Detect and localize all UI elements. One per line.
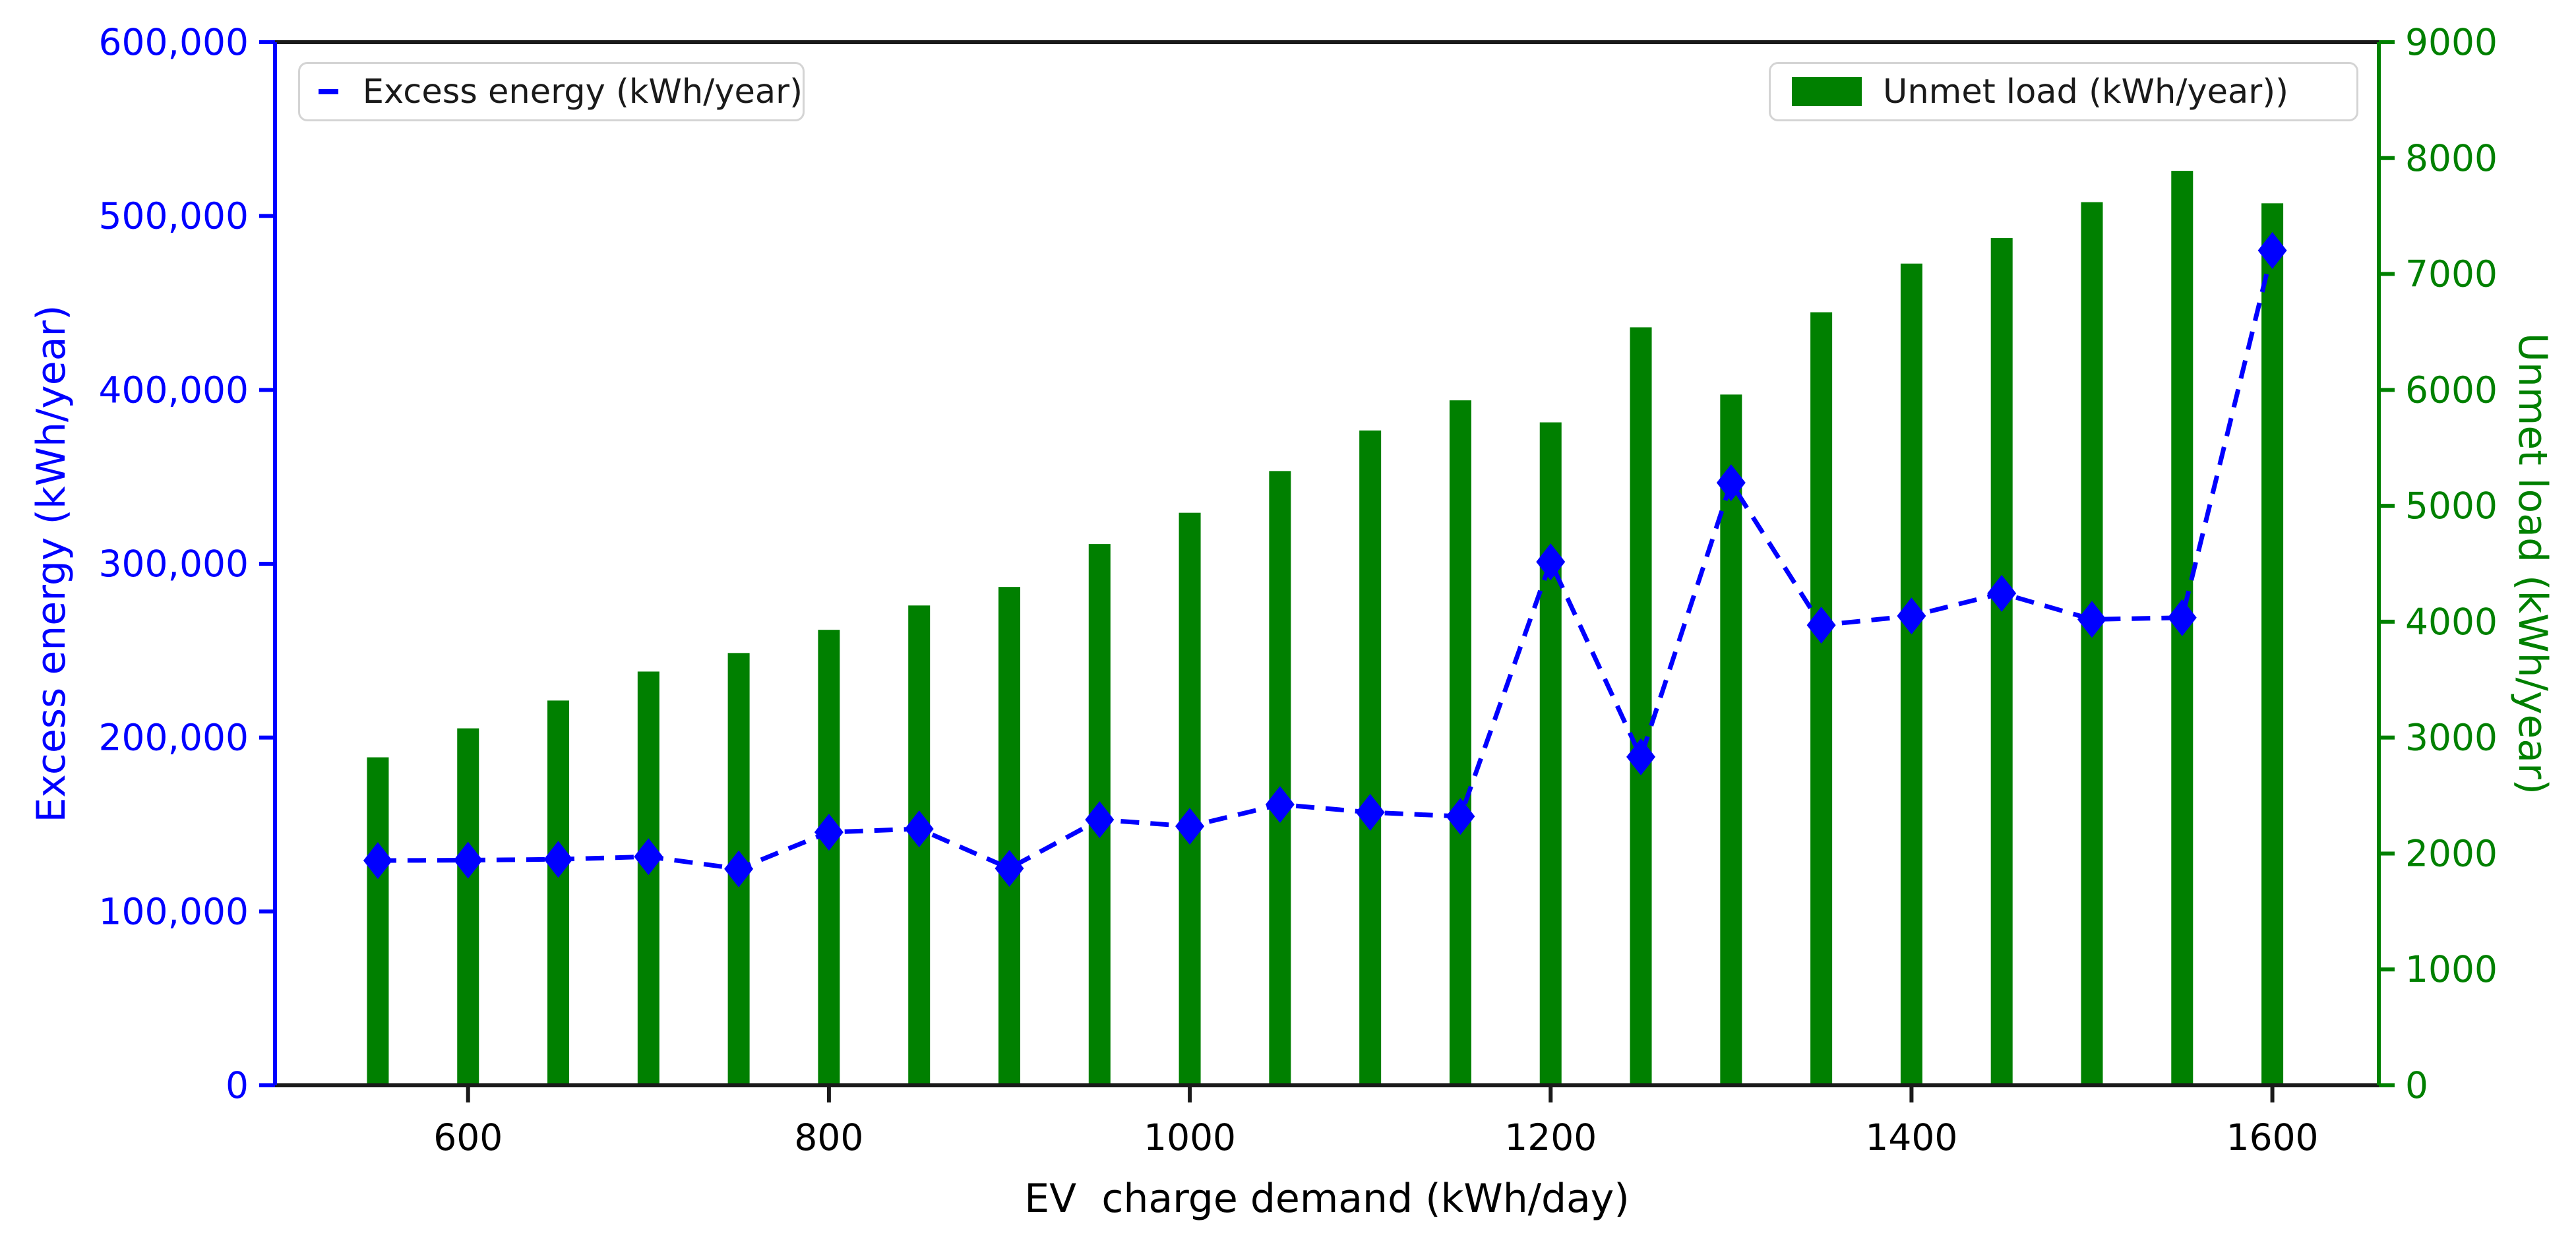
- tick-label-x: 1200: [1504, 1116, 1597, 1159]
- tick-label-x: 1600: [2226, 1116, 2319, 1159]
- diamond-marker-excess-energy: [1987, 574, 2017, 612]
- tick-label-left: 200,000: [99, 717, 249, 759]
- diamond-marker-excess-energy: [995, 849, 1024, 887]
- tick-label-right: 5000: [2405, 485, 2498, 527]
- x-axis-title: EV charge demand (kWh/day): [1024, 1176, 1630, 1222]
- diamond-marker-excess-energy: [1897, 597, 1926, 635]
- bar-unmet-load: [1630, 327, 1652, 1085]
- tick-label-left: 500,000: [99, 195, 249, 237]
- bar-unmet-load: [637, 671, 659, 1085]
- tick-label-left: 600,000: [99, 21, 249, 63]
- diamond-marker-excess-energy: [1806, 607, 1836, 644]
- bar-unmet-load: [2081, 202, 2103, 1085]
- y-axis-title-left: Excess energy (kWh/year): [28, 305, 75, 823]
- diamond-marker-excess-energy: [1626, 738, 1656, 775]
- y-axis-title-right: Unmet load (kWh/year): [2509, 332, 2556, 795]
- diamond-marker-excess-energy: [2257, 231, 2287, 269]
- tick-label-left: 100,000: [99, 890, 249, 932]
- diamond-marker-excess-energy: [2077, 601, 2106, 638]
- tick-label-right: 8000: [2405, 137, 2498, 179]
- legend-label-unmet-load: Unmet load (kWh/year)): [1883, 72, 2289, 111]
- diamond-marker-excess-energy: [724, 850, 754, 888]
- legend-excess-energy: Excess energy (kWh/year): [298, 62, 805, 121]
- bar-unmet-load: [457, 728, 479, 1085]
- diamond-marker-excess-energy: [2167, 599, 2197, 636]
- tick-label-right: 9000: [2405, 21, 2498, 63]
- bar-unmet-load: [1720, 394, 1742, 1085]
- diamond-marker-excess-energy: [1446, 798, 1475, 835]
- bar-unmet-load: [1449, 400, 1471, 1085]
- line-excess-energy: [377, 250, 2275, 872]
- tick-label-left: 400,000: [99, 369, 249, 411]
- diamond-marker-excess-energy: [634, 838, 663, 876]
- tick-label-right: 1000: [2405, 948, 2498, 990]
- tick-label-x: 600: [433, 1116, 503, 1159]
- diamond-marker-excess-energy: [1716, 464, 1746, 502]
- legend-bar-swatch: [1792, 77, 1862, 106]
- bar-unmet-load: [1359, 430, 1382, 1085]
- tick-label-left: 300,000: [99, 543, 249, 585]
- diamond-marker-excess-energy: [1355, 794, 1385, 831]
- tick-label-right: 2000: [2405, 832, 2498, 874]
- tick-label-left: 0: [226, 1064, 249, 1106]
- bar-unmet-load: [998, 587, 1020, 1085]
- diamond-marker-excess-energy: [543, 841, 573, 878]
- diamond-marker-excess-energy: [1265, 786, 1295, 824]
- bar-unmet-load: [1539, 422, 1562, 1085]
- bar-unmet-load: [2261, 203, 2284, 1086]
- bar-unmet-load: [1990, 238, 2013, 1085]
- tick-label-x: 800: [794, 1116, 863, 1159]
- tick-label-right: 4000: [2405, 601, 2498, 643]
- diamond-marker-excess-energy: [1175, 808, 1205, 845]
- bar-unmet-load: [547, 700, 570, 1085]
- tick-label-right: 6000: [2405, 369, 2498, 411]
- diamond-marker-excess-energy: [904, 810, 934, 848]
- tick-label-x: 1400: [1865, 1116, 1957, 1159]
- bar-unmet-load: [367, 757, 389, 1085]
- tick-label-right: 3000: [2405, 717, 2498, 759]
- bar-unmet-load: [1179, 512, 1201, 1085]
- diamond-marker-excess-energy: [1536, 543, 1566, 581]
- bar-unmet-load: [818, 630, 840, 1085]
- diamond-marker-excess-energy: [814, 814, 843, 851]
- diamond-marker-excess-energy: [1085, 801, 1115, 839]
- tick-label-right: 0: [2405, 1064, 2428, 1106]
- tick-label-x: 1000: [1144, 1116, 1236, 1159]
- legend-label-excess-energy: Excess energy (kWh/year): [362, 72, 803, 111]
- bar-unmet-load: [1810, 312, 1833, 1085]
- bar-unmet-load: [1900, 263, 1922, 1085]
- diamond-marker-excess-energy: [363, 842, 392, 880]
- diamond-marker-excess-energy: [453, 841, 483, 879]
- legend-unmet-load: Unmet load (kWh/year)): [1769, 62, 2358, 121]
- bar-unmet-load: [1269, 471, 1291, 1085]
- tick-label-right: 7000: [2405, 253, 2498, 295]
- legend-line-diamond-marker: [319, 89, 346, 94]
